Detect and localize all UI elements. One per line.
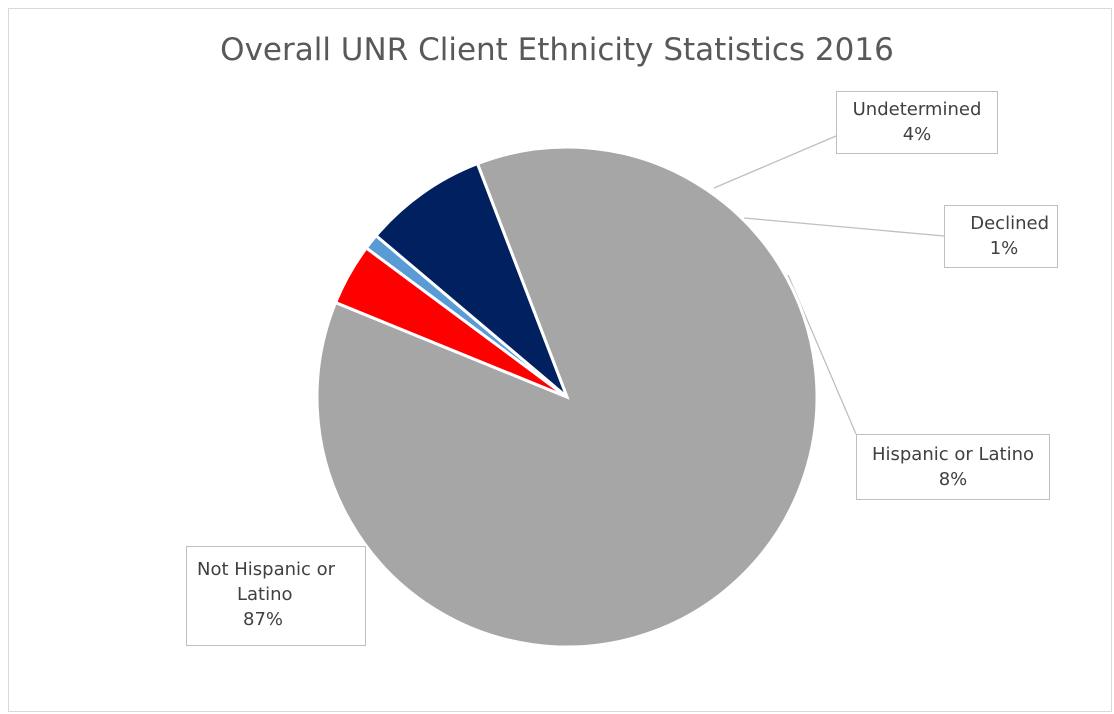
label-percent: 87%: [243, 609, 284, 630]
pie-slice-hispanic-or-latino: [373, 161, 569, 399]
label-name: Undetermined: [852, 99, 982, 120]
data-label-undetermined: Undetermined 4%: [836, 91, 998, 154]
label-name-line2: Latino: [237, 584, 293, 605]
data-label-hispanic-or-latino: Hispanic or Latino 8%: [856, 434, 1050, 500]
label-name: Hispanic or Latino: [871, 444, 1035, 465]
chart-title: Overall UNR Client Ethnicity Statistics …: [220, 32, 894, 68]
label-name-line1: Not Hispanic or: [197, 559, 336, 580]
label-percent: 8%: [938, 469, 968, 490]
label-name: Declined: [970, 213, 1049, 234]
leader-line: [713, 135, 837, 189]
data-label-not-hispanic-or-latino: Not Hispanic or Latino 87%: [186, 546, 366, 646]
leader-line: [743, 217, 945, 237]
label-percent: 1%: [989, 238, 1019, 259]
data-label-declined: Declined 1%: [944, 205, 1058, 268]
label-percent: 4%: [902, 124, 932, 145]
